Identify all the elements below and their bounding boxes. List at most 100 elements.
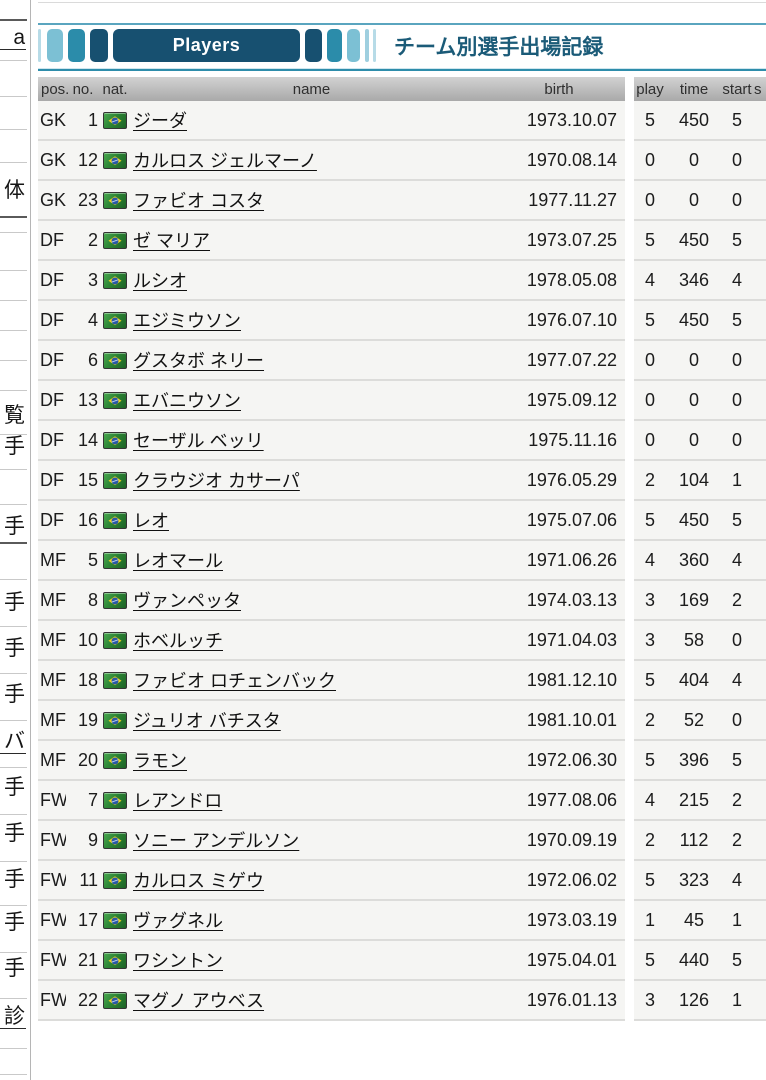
sidebar-separator <box>0 626 27 627</box>
col-header-pos: pos. <box>38 77 69 101</box>
sidebar-item-fragment[interactable]: 手 <box>4 515 25 538</box>
table-row: MF 8 ヴァンペッタ 1974.03.13 3 169 2 <box>38 580 766 621</box>
player-play-count: 1 <box>634 900 666 941</box>
sidebar-item-fragment[interactable]: 診 <box>0 1005 26 1029</box>
player-name-link[interactable]: クラウジオ カサーパ <box>133 471 300 491</box>
player-name-link[interactable]: ワシントン <box>133 951 223 971</box>
player-name-link[interactable]: ファビオ ロチェンバック <box>133 671 336 691</box>
player-name-cell: グスタボ ネリー <box>130 340 493 381</box>
sidebar-separator <box>0 469 27 470</box>
player-name-link[interactable]: エバニウソン <box>133 391 241 411</box>
player-name-link[interactable]: ルシオ <box>133 271 187 291</box>
main-content: Players チーム別選手出場記録 pos. no. nat. name bi… <box>38 0 766 1080</box>
player-extra-cut <box>752 540 766 581</box>
player-time-total: 52 <box>666 700 722 741</box>
player-name-link[interactable]: マグノ アウベス <box>133 991 265 1011</box>
player-number: 2 <box>66 220 100 261</box>
player-name-link[interactable]: ゼ マリア <box>133 231 211 251</box>
player-nationality <box>100 700 130 741</box>
sidebar-separator <box>0 1074 27 1075</box>
sidebar-separator <box>0 216 27 218</box>
player-play-count: 0 <box>634 340 666 381</box>
sidebar-item-fragment[interactable]: 手 <box>4 591 25 614</box>
sidebar-item-fragment[interactable]: 手 <box>4 435 25 458</box>
column-gap <box>625 300 634 340</box>
player-name-link[interactable]: ファビオ コスタ <box>133 191 265 211</box>
player-nationality <box>100 340 130 381</box>
player-name-link[interactable]: ソニー アンデルソン <box>133 831 300 851</box>
player-name-cell: ワシントン <box>130 940 493 981</box>
player-birth: 1977.11.27 <box>493 180 625 221</box>
table-row: FW 7 レアンドロ 1977.08.06 4 215 2 <box>38 780 766 821</box>
column-gap <box>625 580 634 620</box>
player-extra-cut <box>752 180 766 221</box>
player-name-link[interactable]: ジーダ <box>133 111 187 131</box>
player-nationality <box>100 780 130 821</box>
sidebar-item-fragment[interactable]: 手 <box>4 868 25 891</box>
player-play-count: 2 <box>634 700 666 741</box>
player-name-cell: レオ <box>130 500 493 541</box>
sidebar-item-fragment[interactable]: 手 <box>4 637 25 660</box>
player-start-count: 0 <box>722 340 752 381</box>
player-name-link[interactable]: レオマール <box>133 551 223 571</box>
player-birth: 1975.11.16 <box>493 420 625 461</box>
player-name-cell: ヴァグネル <box>130 900 493 941</box>
player-extra-cut <box>752 980 766 1021</box>
sidebar-item-fragment[interactable]: 手 <box>4 957 25 980</box>
sidebar-item-fragment[interactable]: 手 <box>4 683 25 706</box>
col-header-no: no. <box>66 77 100 101</box>
player-name-link[interactable]: ラモン <box>133 751 187 771</box>
player-extra-cut <box>752 460 766 501</box>
player-birth: 1971.06.26 <box>493 540 625 581</box>
player-play-count: 5 <box>634 101 666 141</box>
player-time-total: 112 <box>666 820 722 861</box>
player-play-count: 4 <box>634 540 666 581</box>
sidebar-item-fragment[interactable]: 手 <box>4 776 25 799</box>
brazil-flag-icon <box>103 112 127 130</box>
brazil-flag-icon <box>103 952 127 970</box>
player-name-link[interactable]: カルロス ミゲウ <box>133 871 265 891</box>
player-name-link[interactable]: ヴァグネル <box>133 911 223 931</box>
player-time-total: 0 <box>666 180 722 221</box>
player-start-count: 5 <box>722 740 752 781</box>
player-name-link[interactable]: ホベルッチ <box>133 631 223 651</box>
sidebar-separator <box>0 905 27 906</box>
player-name-link[interactable]: エジミウソン <box>133 311 241 331</box>
player-number: 14 <box>66 420 100 461</box>
sidebar-separator <box>0 1048 27 1049</box>
player-birth: 1973.07.25 <box>493 220 625 261</box>
sidebar-item-fragment[interactable]: 覧 <box>4 404 25 427</box>
player-name-link[interactable]: レオ <box>133 511 169 531</box>
player-birth: 1970.08.14 <box>493 140 625 181</box>
column-gap <box>625 780 634 820</box>
player-play-count: 0 <box>634 180 666 221</box>
table-row: DF 16 レオ 1975.07.06 5 450 5 <box>38 500 766 541</box>
brazil-flag-icon <box>103 672 127 690</box>
player-number: 21 <box>66 940 100 981</box>
player-name-link[interactable]: グスタボ ネリー <box>133 351 265 371</box>
player-extra-cut <box>752 220 766 261</box>
sidebar-item-fragment[interactable]: a <box>0 26 26 50</box>
sidebar-item-fragment[interactable]: 手 <box>4 911 25 934</box>
sidebar-separator <box>0 232 27 233</box>
player-birth: 1981.12.10 <box>493 660 625 701</box>
player-name-link[interactable]: レアンドロ <box>133 791 223 811</box>
player-name-link[interactable]: カルロス ジェルマーノ <box>133 151 317 171</box>
player-play-count: 5 <box>634 220 666 261</box>
sidebar-item-fragment[interactable]: 体 <box>4 179 25 202</box>
player-birth: 1972.06.02 <box>493 860 625 901</box>
player-name-link[interactable]: セーザル ベッリ <box>133 431 264 451</box>
player-number: 20 <box>66 740 100 781</box>
col-header-cut: s <box>752 77 766 101</box>
player-extra-cut <box>752 740 766 781</box>
player-birth: 1976.01.13 <box>493 980 625 1021</box>
player-play-count: 4 <box>634 780 666 821</box>
decor-bar-icon <box>373 29 376 62</box>
sidebar-item-fragment[interactable]: バ <box>0 730 26 754</box>
player-name-link[interactable]: ヴァンペッタ <box>133 591 241 611</box>
sidebar-item-fragment[interactable]: 手 <box>4 822 25 845</box>
sidebar-separator <box>0 330 27 331</box>
player-name-link[interactable]: ジュリオ バチスタ <box>133 711 281 731</box>
player-position: DF <box>38 300 66 341</box>
